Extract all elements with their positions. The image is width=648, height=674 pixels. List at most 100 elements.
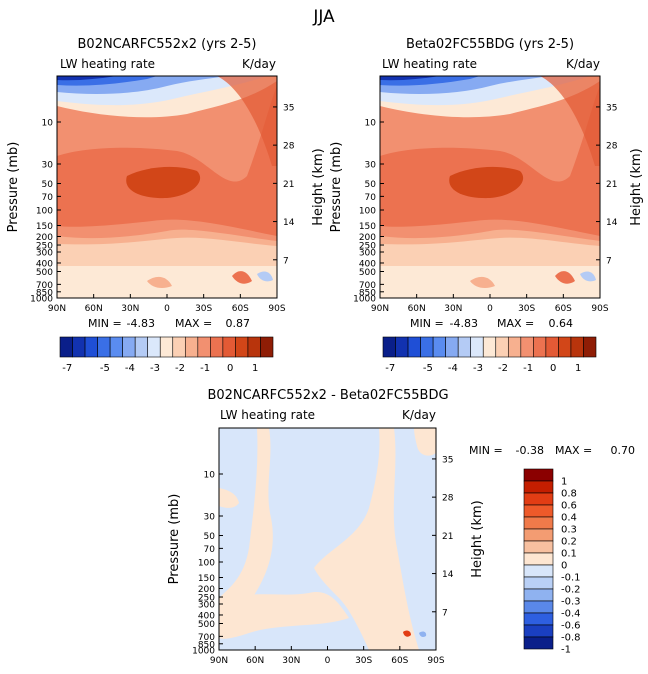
colorbar-label: -0.3	[561, 597, 581, 608]
colorbar-label: -1	[200, 363, 210, 374]
y-tick-label: 30	[365, 160, 377, 170]
colorbar-label: 0	[561, 561, 567, 572]
y-tick-label: 50	[204, 532, 216, 542]
y-tick-label: 150	[198, 574, 215, 584]
band-zero-pos-2	[314, 428, 419, 650]
x-tick-label: 0	[164, 304, 170, 314]
band-antarctic-cool	[257, 271, 273, 282]
colorbar-label: -2	[175, 363, 185, 374]
y-tick-label: 250	[198, 594, 215, 604]
x-tick-label: 90N	[48, 304, 66, 314]
band-diff-min	[419, 631, 427, 637]
panel-b-subtitle-right: K/day	[566, 57, 600, 71]
colorbar-swatch	[109, 336, 123, 358]
y-right-tick-label: 21	[442, 532, 453, 542]
y-tick-label: 300	[198, 600, 215, 610]
colorbar-label: -1	[523, 363, 533, 374]
band-diff-max	[403, 630, 411, 637]
band-zero-pos-4	[414, 428, 436, 456]
panel-a-ylabel-right: Height (km)	[311, 148, 326, 225]
colorbar-label: -0.6	[561, 621, 581, 632]
band-zero-pos-5	[219, 488, 239, 508]
y-right-tick-label: 35	[606, 103, 617, 113]
colorbar-swatch	[247, 336, 261, 358]
y-tick-label: 30	[204, 512, 216, 522]
colorbar-swatch	[523, 588, 554, 602]
colorbar-swatch	[583, 336, 597, 358]
band-boundary-warm	[147, 276, 172, 289]
colorbar-swatch	[445, 336, 459, 358]
colorbar-swatch	[222, 336, 236, 358]
y-right-tick-label: 14	[283, 218, 295, 228]
panel-b-max-label: MAX =	[497, 317, 534, 330]
colorbar-swatch	[533, 336, 547, 358]
band-core	[449, 166, 524, 199]
x-tick-label: 30S	[195, 304, 212, 314]
x-tick-label: 30S	[518, 304, 535, 314]
y-right-tick-label: 7	[283, 256, 289, 266]
colorbar-swatch	[570, 336, 584, 358]
y-right-tick-label: 35	[283, 103, 294, 113]
panel-a-subtitle-left: LW heating rate	[60, 57, 155, 71]
band-core	[126, 166, 201, 199]
panel-c-title: B02NCARFC552x2 - Beta02FC55BDG	[207, 388, 448, 403]
panel-a-ylabel: Pressure (mb)	[6, 142, 21, 233]
y-tick-label: 200	[359, 233, 376, 243]
colorbar-swatch	[507, 336, 522, 358]
colorbar-swatch	[235, 336, 249, 358]
x-tick-label: 0	[325, 656, 331, 666]
y-tick-label: 10	[42, 119, 54, 129]
colorbar-label: 0.3	[561, 525, 577, 536]
colorbar-label: 0	[550, 363, 556, 374]
x-tick-label: 30S	[355, 656, 372, 666]
panel-a-min-label: MIN =	[88, 317, 122, 330]
colorbar-swatch	[457, 336, 472, 358]
y-tick-label: 10	[204, 471, 216, 481]
colorbar-swatch	[84, 336, 98, 358]
colorbar-swatch	[523, 504, 554, 518]
colorbar-label: -5	[423, 363, 433, 374]
colorbar-swatch	[495, 336, 509, 358]
colorbar-label: 0.1	[561, 549, 577, 560]
colorbar-label: -3	[150, 363, 160, 374]
colorbar-label: -4	[125, 363, 135, 374]
colorbar-swatch	[523, 468, 554, 482]
colorbar-swatch	[97, 336, 111, 358]
panel-c-min-value: -0.38	[516, 444, 544, 457]
panel-c-ylabel-right: Height (km)	[470, 500, 485, 577]
panel-c-max-label: MAX =	[555, 444, 592, 457]
panel-c-min-label: MIN =	[469, 444, 503, 457]
colorbar-swatch	[260, 336, 274, 358]
panel-c-ylabel: Pressure (mb)	[167, 494, 182, 585]
panel-a-subtitle-right: K/day	[242, 57, 276, 71]
colorbar-swatch	[523, 516, 554, 530]
y-tick-label: 1000	[353, 295, 376, 305]
y-tick-label: 500	[36, 268, 53, 278]
y-tick-label: 850	[359, 288, 376, 298]
y-tick-label: 400	[36, 259, 53, 269]
colorbar-swatch	[59, 336, 73, 358]
panel-a: B02NCARFC552x2 (yrs 2-5) LW heating rate…	[6, 37, 326, 374]
y-right-tick-label: 14	[442, 570, 454, 580]
panel-c-colorbar: 10.80.60.40.30.20.10-0.1-0.2-0.3-0.4-0.6…	[523, 468, 581, 656]
colorbar-swatch	[523, 552, 554, 566]
x-tick-label: 60S	[391, 656, 408, 666]
colorbar-swatch	[407, 336, 421, 358]
colorbar-swatch	[523, 600, 554, 614]
panel-b-x-ticks: 90N 60N 30N 0 30S 60S 90S	[371, 294, 609, 314]
y-tick-label: 850	[36, 288, 53, 298]
band-strong	[380, 86, 600, 236]
x-tick-label: 90S	[427, 656, 444, 666]
y-tick-label: 10	[365, 119, 377, 129]
colorbar-label: -0.8	[561, 633, 581, 644]
colorbar-label: 1	[561, 477, 567, 488]
colorbar-swatch	[184, 336, 199, 358]
y-right-tick-label: 7	[606, 256, 612, 266]
x-tick-label: 60S	[555, 304, 572, 314]
y-right-tick-label: 14	[606, 218, 618, 228]
panel-b-min-label: MIN =	[410, 317, 444, 330]
y-right-tick-label: 35	[442, 455, 453, 465]
y-right-tick-label: 28	[442, 494, 454, 504]
colorbar-label: 1	[575, 363, 581, 374]
